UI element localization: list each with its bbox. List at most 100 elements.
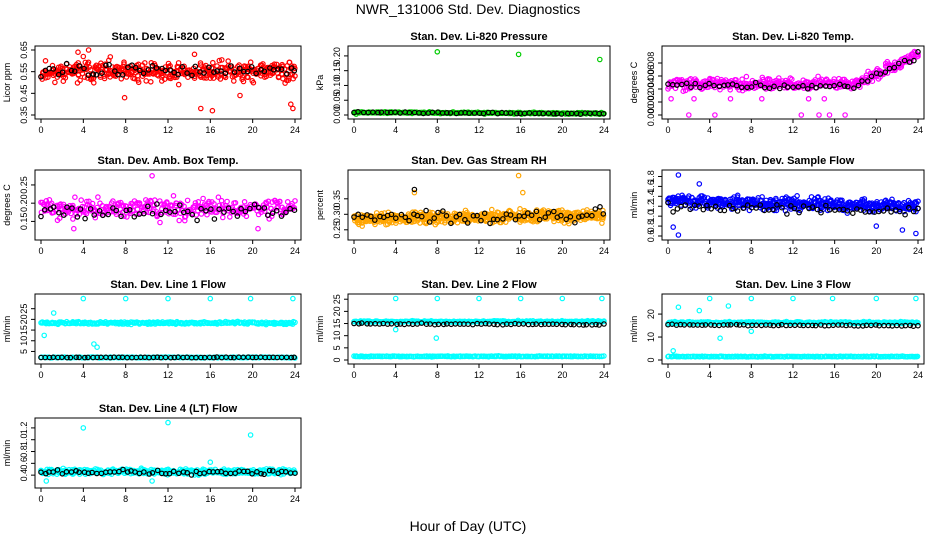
data-point <box>70 216 76 222</box>
data-point <box>708 206 715 212</box>
data-point <box>915 322 921 329</box>
x-tick-label: 12 <box>474 125 484 135</box>
data-point <box>520 321 527 327</box>
data-point <box>915 205 921 212</box>
x-tick-label: 24 <box>913 370 923 380</box>
y-axis-label: Licor ppm <box>2 63 12 103</box>
x-tick-label: 20 <box>248 494 258 504</box>
data-point <box>550 208 557 215</box>
data-point <box>91 341 97 347</box>
data-point <box>599 295 605 302</box>
data-point <box>757 202 764 208</box>
data-point <box>464 220 471 226</box>
figure-xlabel: Hour of Day (UTC) <box>410 518 527 534</box>
data-point <box>596 322 602 328</box>
data-point <box>249 354 256 361</box>
data-point <box>198 105 204 112</box>
data-point <box>184 208 191 215</box>
data-point <box>179 64 186 70</box>
data-point <box>221 209 227 215</box>
data-point <box>167 209 173 215</box>
data-point <box>844 210 851 216</box>
data-point <box>119 72 126 78</box>
data-point <box>717 335 723 342</box>
data-point <box>93 72 100 78</box>
x-tick-label: 20 <box>871 370 881 380</box>
data-point <box>140 70 147 77</box>
data-point <box>600 111 607 117</box>
data-point <box>384 109 390 116</box>
data-point <box>697 353 703 360</box>
data-point <box>406 109 413 116</box>
data-point <box>82 209 89 216</box>
y-tick-label: 0.8 <box>19 445 29 458</box>
data-point <box>197 60 204 66</box>
data-point <box>189 72 195 79</box>
data-point <box>148 59 155 66</box>
data-point <box>134 206 141 213</box>
x-tick-label: 8 <box>123 494 128 504</box>
data-point <box>194 217 200 224</box>
x-tick-label: 0 <box>665 125 670 135</box>
data-point <box>167 67 174 73</box>
data-point <box>915 319 921 326</box>
data-point <box>418 320 425 326</box>
data-point <box>290 105 296 112</box>
data-point <box>75 49 81 56</box>
data-point <box>873 295 880 302</box>
data-point <box>538 321 545 328</box>
y-tick-label: 0 <box>646 357 656 362</box>
data-point <box>681 322 688 328</box>
data-point <box>78 197 85 203</box>
data-point <box>759 194 765 200</box>
data-point <box>901 57 908 64</box>
data-point <box>175 71 182 78</box>
panel-title: Stan. Dev. Gas Stream RH <box>411 155 547 167</box>
x-tick-label: 16 <box>516 246 526 256</box>
x-tick-label: 12 <box>163 246 173 256</box>
y-tick-label: 10 <box>646 332 656 342</box>
data-point <box>225 58 232 64</box>
data-point <box>553 321 560 328</box>
data-point <box>85 354 91 361</box>
data-point <box>371 217 378 223</box>
plot-frame <box>347 45 611 120</box>
y-tick-label: 1.2 <box>646 200 656 213</box>
series-line <box>665 353 921 360</box>
data-point <box>839 197 845 204</box>
data-point <box>708 322 714 328</box>
data-point <box>448 220 454 227</box>
y-tick-label: 1.0 <box>19 433 29 446</box>
data-point <box>80 295 87 302</box>
data-point <box>790 295 796 302</box>
data-point <box>217 76 224 82</box>
data-point <box>859 78 865 84</box>
data-point <box>96 208 103 214</box>
y-tick-label: 0.008 <box>646 52 656 75</box>
data-point <box>880 208 887 214</box>
data-point <box>844 208 851 214</box>
x-tick-label: 20 <box>557 125 567 135</box>
y-tick-label: 15 <box>19 325 29 335</box>
x-tick-label: 0 <box>38 494 43 504</box>
data-point <box>81 65 87 72</box>
y-tick-label: 0.15 <box>19 213 29 231</box>
x-tick-label: 4 <box>393 370 398 380</box>
data-point <box>423 207 429 214</box>
data-point <box>774 202 780 208</box>
data-point <box>770 206 776 213</box>
data-point <box>515 172 522 179</box>
data-point <box>545 210 552 216</box>
data-point <box>910 208 917 215</box>
data-point <box>453 353 460 360</box>
data-point <box>248 64 255 70</box>
data-point <box>100 212 106 219</box>
data-point <box>529 321 536 328</box>
data-point <box>913 295 919 302</box>
data-point <box>536 216 543 223</box>
data-point <box>118 213 124 220</box>
x-tick-label: 16 <box>516 370 526 380</box>
data-point <box>291 207 298 214</box>
data-point <box>775 322 782 329</box>
data-point <box>236 65 243 72</box>
